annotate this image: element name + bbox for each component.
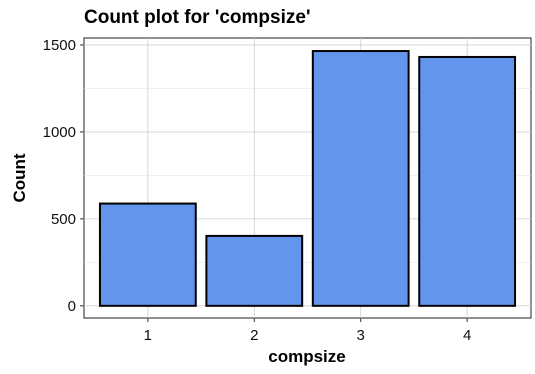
x-tick-label: 1 — [144, 327, 152, 344]
bar-1 — [98, 202, 197, 307]
x-tick-label: 2 — [250, 327, 258, 344]
x-tick-label: 4 — [463, 327, 471, 344]
y-axis-title: Count — [10, 153, 29, 202]
bars — [98, 50, 517, 307]
chart-title: Count plot for 'compsize' — [84, 7, 310, 28]
bar-3 — [311, 50, 410, 307]
y-tick-label: 0 — [68, 298, 76, 315]
y-tick-label: 1000 — [43, 124, 76, 141]
y-tick-label: 500 — [51, 211, 76, 228]
y-axis: 0 500 1000 1500 — [43, 37, 84, 315]
x-tick-label: 3 — [357, 327, 365, 344]
bar-4 — [418, 55, 517, 307]
bar-2 — [205, 234, 304, 307]
x-axis: 1 2 3 4 — [144, 318, 471, 344]
y-tick-label: 1500 — [43, 37, 76, 54]
x-axis-title: compsize — [268, 347, 345, 366]
